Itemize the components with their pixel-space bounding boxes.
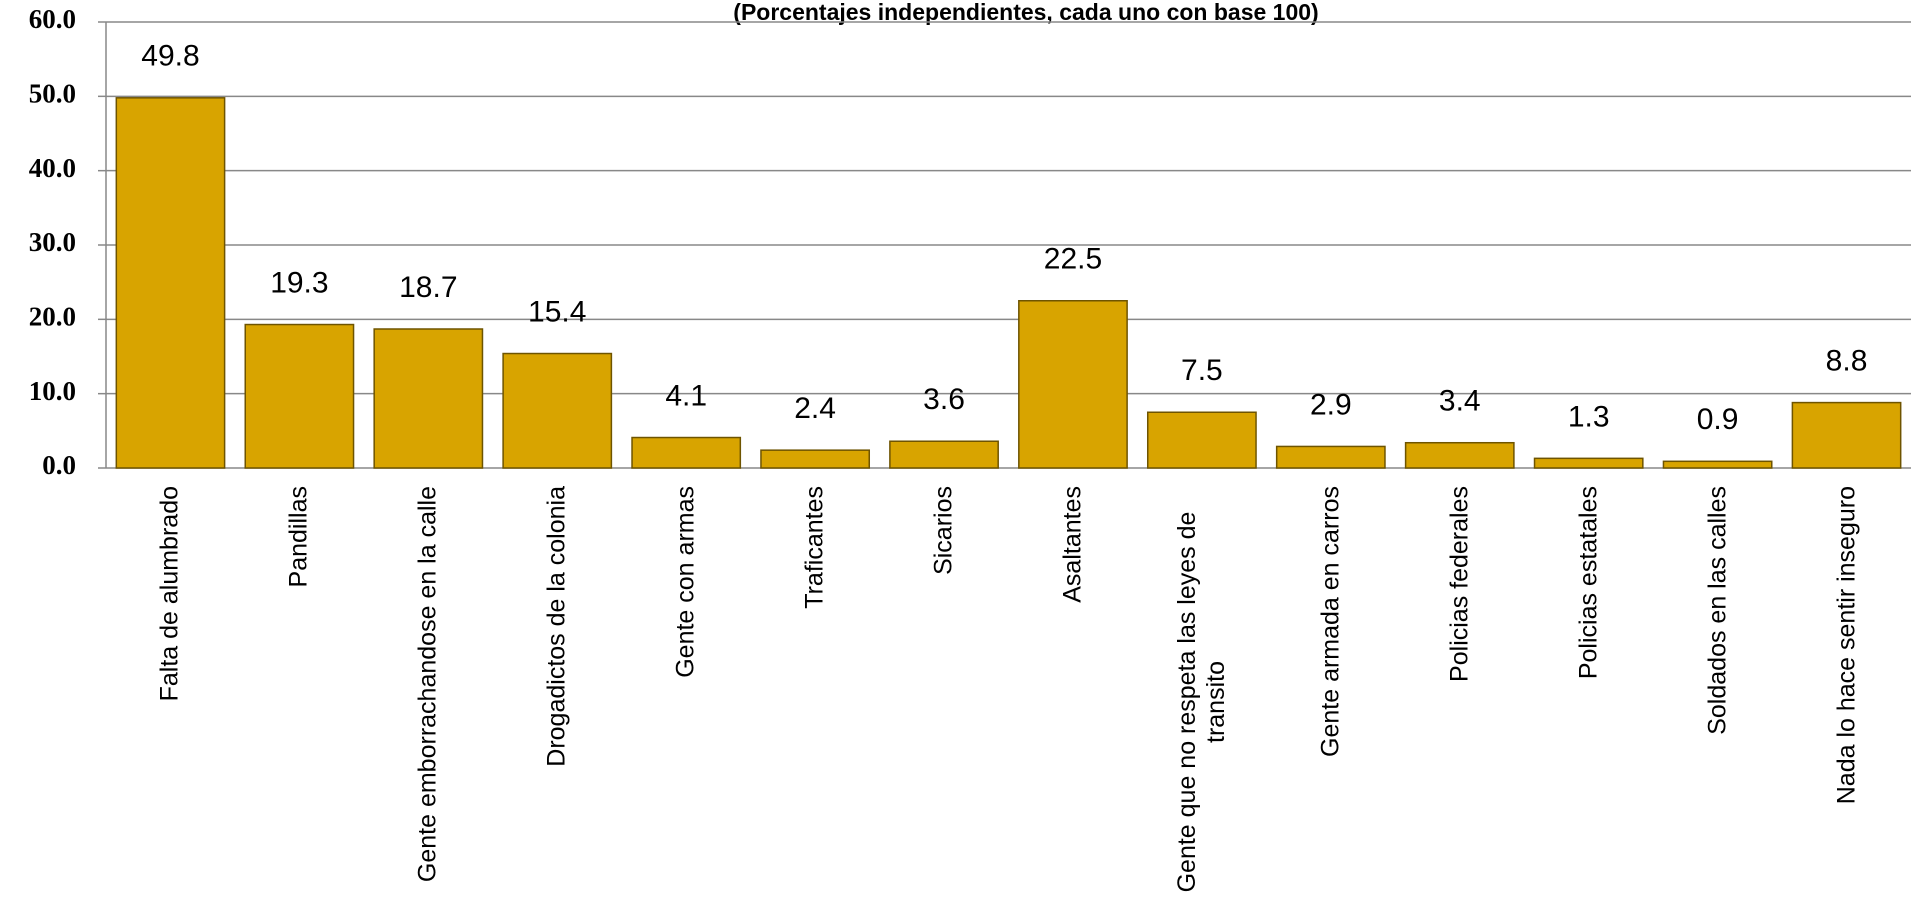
bar: [244, 323, 355, 469]
bar: [1275, 445, 1386, 469]
value-label: 18.7: [399, 271, 457, 304]
bar: [631, 436, 742, 469]
y-tick-label: 20.0: [29, 302, 76, 332]
x-tick-label: Policias federales: [1445, 486, 1474, 682]
value-label: 2.4: [794, 392, 836, 425]
x-tick-label: Soldados en las calles: [1703, 486, 1732, 735]
x-tick-label: Gente que no respeta las leyes de transi…: [1172, 511, 1230, 893]
bar: [373, 328, 484, 469]
value-label: 3.4: [1439, 385, 1481, 418]
bar: [1018, 300, 1128, 469]
value-label: 7.5: [1181, 354, 1223, 387]
x-tick-label: Pandillas: [284, 486, 313, 588]
x-tick-label: Gente con armas: [671, 486, 700, 678]
x-tick-label: Falta de alumbrado: [155, 486, 184, 702]
y-tick-label: 30.0: [29, 227, 76, 257]
bar: [1791, 401, 1902, 469]
y-tick-label: 0.0: [42, 450, 76, 480]
value-label: 8.8: [1826, 345, 1868, 378]
y-tick-label: 60.0: [29, 4, 76, 34]
x-tick-label: Gente emborrachandose en la calle: [413, 486, 442, 883]
x-tick-label: Traficantes: [800, 486, 829, 609]
x-tick-label: Sicarios: [929, 486, 958, 575]
y-tick-label: 10.0: [29, 376, 76, 406]
x-tick-label: Drogadictos de la colonia: [542, 486, 571, 767]
bar: [1404, 441, 1515, 469]
value-label: 1.3: [1568, 400, 1610, 433]
bar: [760, 449, 871, 469]
bar: [115, 97, 226, 469]
x-tick-label: Gente armada en carros: [1316, 486, 1345, 757]
bar: [1146, 411, 1257, 469]
y-tick-label: 50.0: [29, 79, 76, 109]
chart-subtitle: (Porcentajes independientes, cada uno co…: [733, 0, 1318, 25]
x-tick-label: Asaltantes: [1058, 486, 1087, 603]
value-label: 22.5: [1044, 243, 1102, 276]
value-label: 4.1: [665, 379, 707, 412]
value-label: 2.9: [1310, 388, 1352, 421]
bar: [502, 352, 613, 469]
x-tick-label: Policias estatales: [1574, 486, 1603, 680]
y-tick-label: 40.0: [29, 153, 76, 183]
bar: [1533, 457, 1644, 469]
x-tick-label: Nada lo hace sentir inseguro: [1832, 486, 1861, 805]
bar: [889, 440, 999, 469]
value-label: 15.4: [528, 295, 586, 328]
bar: [1662, 460, 1773, 469]
value-label: 19.3: [270, 266, 328, 299]
value-label: 49.8: [141, 40, 199, 73]
value-label: 3.6: [923, 383, 965, 416]
value-label: 0.9: [1697, 403, 1739, 436]
